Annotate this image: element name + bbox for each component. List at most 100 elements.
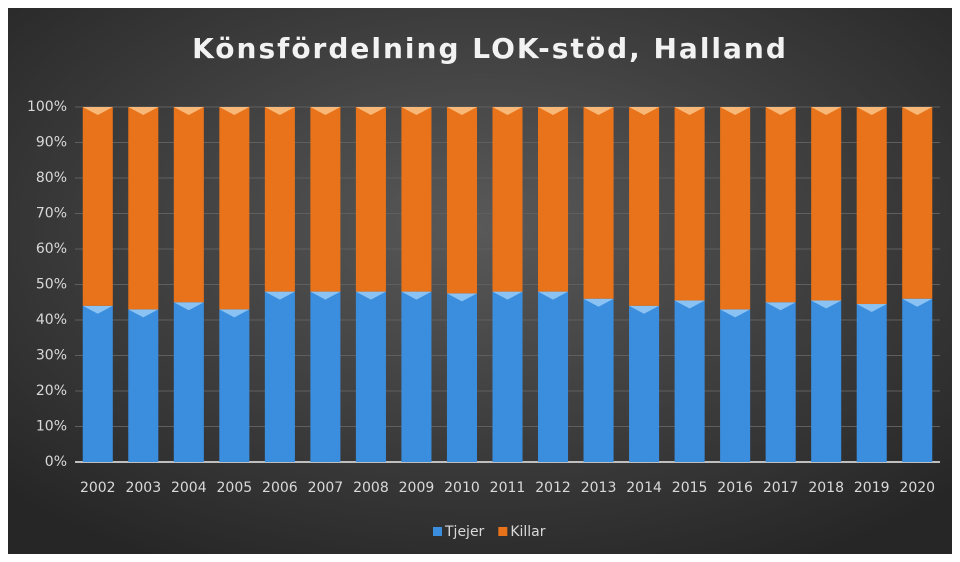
chart-title: Könsfördelning LOK-stöd, Halland bbox=[192, 32, 788, 65]
bar-segment bbox=[446, 107, 477, 294]
bar-segment bbox=[173, 107, 204, 303]
bar-segment bbox=[538, 291, 569, 462]
x-tick-label: 2004 bbox=[171, 480, 207, 496]
x-tick-label: 2018 bbox=[808, 480, 844, 496]
bar-segment bbox=[128, 107, 159, 310]
bar-segment bbox=[401, 291, 432, 462]
bar-segment bbox=[902, 107, 933, 299]
bar-segment bbox=[355, 107, 386, 292]
bar-cap bbox=[811, 300, 842, 309]
x-tick-label: 2003 bbox=[125, 480, 161, 496]
legend-label: Killar bbox=[510, 524, 545, 540]
bar-cap bbox=[82, 107, 113, 115]
bar-cap bbox=[128, 309, 159, 318]
bar-segment bbox=[264, 291, 295, 462]
bar-segment bbox=[492, 107, 523, 292]
bar-cap bbox=[173, 302, 204, 311]
bar-cap bbox=[219, 107, 250, 115]
bar-cap bbox=[765, 302, 796, 311]
bar-cap bbox=[492, 291, 523, 300]
bar-cap bbox=[264, 291, 295, 300]
y-tick-label: 10% bbox=[36, 419, 67, 435]
x-tick-label: 2013 bbox=[581, 480, 617, 496]
bar-cap bbox=[173, 107, 204, 115]
x-tick-label: 2005 bbox=[217, 480, 253, 496]
bar-cap bbox=[355, 107, 386, 115]
bar-cap bbox=[674, 107, 705, 115]
x-tick-label: 2020 bbox=[899, 480, 935, 496]
bar-segment bbox=[492, 291, 523, 462]
bar-cap bbox=[720, 107, 751, 115]
bar-cap bbox=[128, 107, 159, 115]
y-tick-label: 50% bbox=[36, 277, 67, 293]
bar-segment bbox=[674, 300, 705, 462]
bar-segment bbox=[811, 107, 842, 301]
bar-cap bbox=[902, 298, 933, 307]
bar-cap bbox=[82, 305, 113, 314]
legend-swatch bbox=[433, 527, 442, 536]
x-tick-label: 2011 bbox=[490, 480, 526, 496]
bar-segment bbox=[401, 107, 432, 292]
bar-segment bbox=[629, 305, 660, 462]
bar-segment bbox=[629, 107, 660, 306]
bar-cap bbox=[583, 107, 614, 115]
bar-cap bbox=[538, 107, 569, 115]
bar-cap bbox=[720, 309, 751, 318]
bar-cap bbox=[492, 107, 523, 115]
x-tick-label: 2019 bbox=[854, 480, 890, 496]
bar-cap bbox=[446, 293, 477, 302]
x-tick-label: 2008 bbox=[353, 480, 389, 496]
bar-segment bbox=[720, 107, 751, 310]
bar-cap bbox=[811, 107, 842, 115]
bar-cap bbox=[902, 107, 933, 115]
x-tick-label: 2016 bbox=[717, 480, 753, 496]
y-tick-label: 20% bbox=[36, 383, 67, 399]
bar-cap bbox=[219, 309, 250, 318]
x-tick-label: 2012 bbox=[535, 480, 571, 496]
bar-segment bbox=[765, 302, 796, 462]
bar-segment bbox=[82, 305, 113, 462]
bar-segment bbox=[128, 309, 159, 462]
x-tick-label: 2017 bbox=[763, 480, 799, 496]
y-tick-label: 40% bbox=[36, 312, 67, 328]
bar-cap bbox=[355, 291, 386, 300]
bar-segment bbox=[856, 107, 887, 305]
bar-segment bbox=[219, 107, 250, 310]
x-tick-label: 2002 bbox=[80, 480, 116, 496]
bar-segment bbox=[765, 107, 796, 303]
legend-label: Tjejer bbox=[444, 524, 485, 540]
x-tick-label: 2010 bbox=[444, 480, 480, 496]
bar-cap bbox=[629, 107, 660, 115]
bar-segment bbox=[82, 107, 113, 306]
x-tick-label: 2014 bbox=[626, 480, 662, 496]
bar-segment bbox=[902, 298, 933, 462]
y-tick-label: 0% bbox=[45, 454, 67, 470]
x-tick-label: 2009 bbox=[399, 480, 435, 496]
bar-cap bbox=[765, 107, 796, 115]
bar-segment bbox=[355, 291, 386, 462]
bar-cap bbox=[310, 107, 341, 115]
y-tick-label: 30% bbox=[36, 348, 67, 364]
bar-segment bbox=[674, 107, 705, 301]
bar-segment bbox=[310, 291, 341, 462]
bar-cap bbox=[856, 107, 887, 115]
bar-cap bbox=[674, 300, 705, 309]
bar-segment bbox=[173, 302, 204, 462]
bar-segment bbox=[219, 309, 250, 462]
bar-cap bbox=[446, 107, 477, 115]
legend-swatch bbox=[498, 527, 508, 536]
bar-segment bbox=[446, 293, 477, 462]
bar-segment bbox=[583, 298, 614, 462]
bar-segment bbox=[720, 309, 751, 462]
y-tick-label: 90% bbox=[36, 135, 67, 151]
y-tick-label: 100% bbox=[27, 99, 67, 115]
y-tick-label: 60% bbox=[36, 241, 67, 257]
bar-cap bbox=[401, 107, 432, 115]
bar-segment bbox=[856, 304, 887, 462]
bar-segment bbox=[264, 107, 295, 292]
y-tick-label: 70% bbox=[36, 206, 67, 222]
bar-segment bbox=[583, 107, 614, 299]
bar-cap bbox=[401, 291, 432, 300]
x-tick-label: 2006 bbox=[262, 480, 298, 496]
